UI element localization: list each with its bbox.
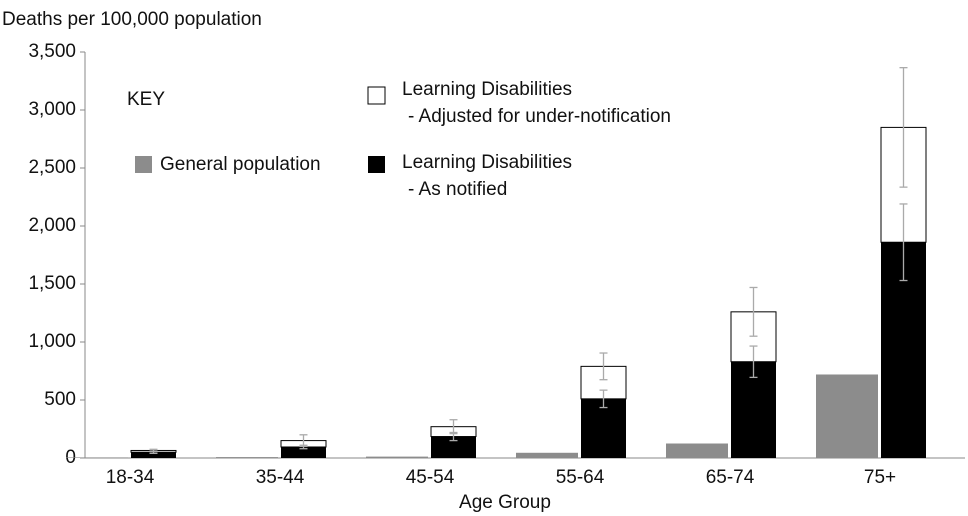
bar [816, 374, 878, 458]
error-bar [749, 345, 758, 379]
bar [666, 443, 728, 458]
error-bar [449, 419, 458, 435]
error-bar [149, 448, 158, 453]
bar [516, 452, 578, 458]
legend-label: Learning Disabilities [402, 79, 572, 100]
x-tick-label: 45-54 [406, 467, 455, 488]
y-axis-title: Deaths per 100,000 population [2, 9, 262, 30]
bar [66, 457, 128, 458]
bar [131, 452, 176, 458]
y-tick-label: 500 [44, 389, 76, 410]
y-tick-label: 1,000 [28, 331, 76, 352]
x-tick-label: 75+ [864, 467, 896, 488]
x-axis-title: Age Group [459, 492, 551, 513]
legend-swatch [367, 86, 386, 105]
y-tick-label: 3,500 [28, 41, 76, 62]
y-tick-label: 3,000 [28, 99, 76, 120]
legend-swatch [368, 156, 385, 173]
error-bar [749, 286, 758, 337]
legend-sublabel: - Adjusted for under-notification [408, 106, 671, 127]
error-bar [899, 67, 908, 188]
y-tick-label: 2,500 [28, 157, 76, 178]
x-tick-label: 65-74 [706, 467, 755, 488]
y-tick-label: 2,000 [28, 215, 76, 236]
bar [216, 457, 278, 458]
bar [431, 436, 476, 458]
legend-title: KEY [127, 89, 165, 110]
bar [581, 398, 626, 458]
legend-sublabel: - As notified [408, 179, 507, 200]
legend-label: General population [160, 154, 321, 175]
legend-swatch [135, 156, 152, 173]
bar [366, 456, 428, 458]
error-bar [599, 352, 608, 381]
x-tick-label: 55-64 [556, 467, 605, 488]
bar [281, 446, 326, 458]
legend-label: Learning Disabilities [402, 152, 572, 173]
error-bar [599, 389, 608, 409]
error-bar [899, 203, 908, 282]
x-tick-label: 35-44 [256, 467, 305, 488]
error-bar [299, 434, 308, 448]
x-tick-label: 18-34 [106, 467, 155, 488]
y-tick-label: 1,500 [28, 273, 76, 294]
